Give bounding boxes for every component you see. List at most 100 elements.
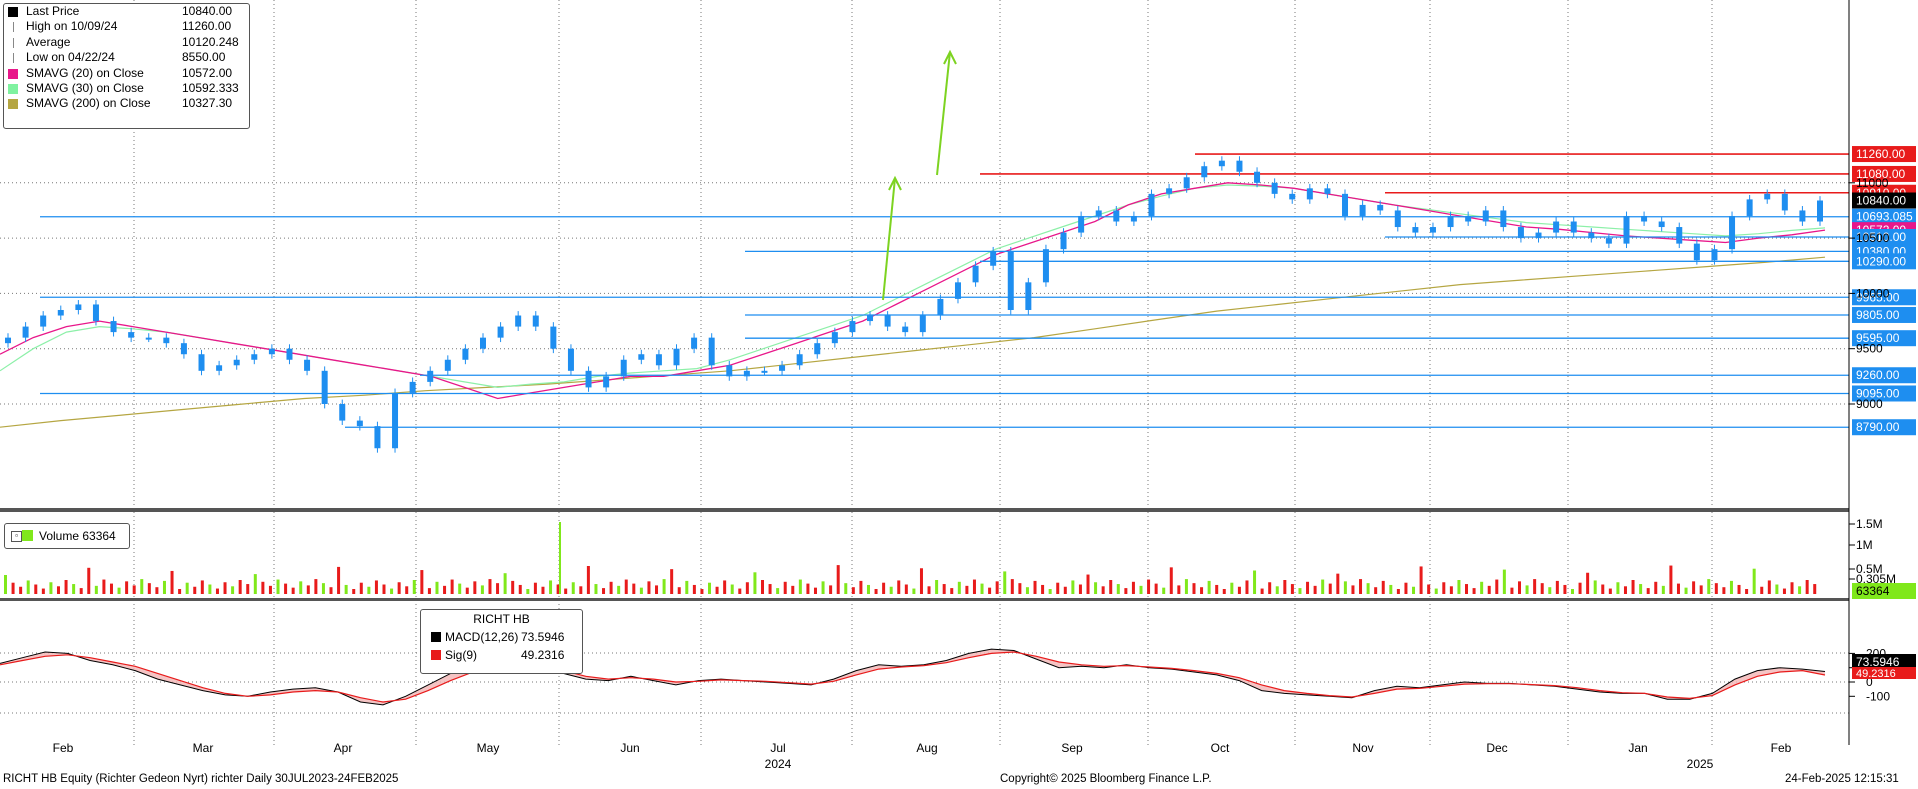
volume-bar bbox=[1291, 584, 1294, 594]
macd-tick-label: -100 bbox=[1866, 689, 1890, 703]
volume-bar bbox=[420, 570, 423, 594]
volume-bar bbox=[133, 585, 136, 594]
candle-body bbox=[1166, 188, 1172, 194]
volume-bar bbox=[224, 582, 227, 594]
volume-bar bbox=[1457, 580, 1460, 594]
volume-bar bbox=[27, 580, 30, 594]
legend-value: 10572.00 bbox=[182, 66, 232, 81]
volume-bar bbox=[700, 589, 703, 594]
volume-bar bbox=[579, 586, 582, 594]
volume-bar bbox=[1548, 587, 1551, 594]
x-month-label: Aug bbox=[916, 741, 937, 755]
candle-body bbox=[1272, 183, 1278, 194]
volume-bar bbox=[1329, 584, 1332, 594]
volume-bar bbox=[1155, 584, 1158, 594]
volume-bar bbox=[458, 584, 461, 594]
volume-panel bbox=[4, 522, 1816, 594]
volume-last-label: 63364 bbox=[1856, 584, 1890, 598]
volume-bar bbox=[587, 566, 590, 594]
volume-bar bbox=[1427, 585, 1430, 595]
volume-bar bbox=[1170, 567, 1173, 594]
volume-bar bbox=[1669, 566, 1672, 594]
volume-bar bbox=[1586, 573, 1589, 594]
candle-body bbox=[568, 349, 574, 371]
candle-body bbox=[234, 360, 240, 366]
volume-legend-toggle-icon[interactable]: ▫ bbox=[11, 531, 22, 542]
volume-bar bbox=[1261, 589, 1264, 594]
volume-bar bbox=[1465, 584, 1468, 594]
volume-bar bbox=[784, 582, 787, 594]
candle-body bbox=[586, 371, 592, 388]
candle-body bbox=[58, 310, 64, 316]
price-label: 9260.00 bbox=[1856, 368, 1900, 382]
x-month-label: Feb bbox=[1771, 741, 1792, 755]
candle-body bbox=[216, 365, 222, 371]
volume-bar bbox=[1510, 588, 1513, 594]
volume-bar bbox=[549, 580, 552, 594]
price-label: 10290.00 bbox=[1856, 254, 1906, 268]
candle-body bbox=[199, 354, 205, 371]
volume-bar bbox=[1404, 583, 1407, 594]
candle-body bbox=[498, 327, 504, 338]
volume-bar bbox=[1283, 580, 1286, 594]
volume-bar bbox=[602, 588, 605, 594]
volume-bar bbox=[34, 585, 37, 595]
volume-bar bbox=[383, 585, 386, 595]
volume-bar bbox=[859, 581, 862, 594]
candle-body bbox=[955, 282, 961, 299]
volume-bar bbox=[1208, 581, 1211, 594]
volume-bar bbox=[1200, 587, 1203, 594]
legend-label: High on 10/09/24 bbox=[26, 19, 117, 34]
candle-body bbox=[462, 349, 468, 360]
footer-copyright: Copyright© 2025 Bloomberg Finance L.P. bbox=[1000, 773, 1212, 785]
candle-body bbox=[5, 338, 11, 344]
volume-bar bbox=[1351, 585, 1354, 594]
volume-bar bbox=[1367, 583, 1370, 594]
candle-body bbox=[867, 316, 873, 322]
legend-swatch bbox=[8, 84, 18, 94]
volume-bar bbox=[1609, 589, 1612, 594]
candle-body bbox=[1553, 222, 1559, 233]
volume-bar bbox=[1647, 588, 1650, 594]
volume-bar bbox=[958, 582, 961, 594]
volume-bar bbox=[1700, 585, 1703, 594]
volume-bar bbox=[882, 583, 885, 594]
candle-body bbox=[550, 327, 556, 349]
volume-bar bbox=[912, 589, 915, 594]
volume-bar bbox=[216, 589, 219, 594]
volume-bar bbox=[95, 586, 98, 594]
price-label: 8790.00 bbox=[1856, 420, 1900, 434]
volume-bar bbox=[345, 585, 348, 594]
legend-label: SMAVG (30) on Close bbox=[26, 81, 144, 96]
candle-body bbox=[1096, 210, 1102, 216]
volume-bar bbox=[837, 565, 840, 594]
volume-bar bbox=[1791, 582, 1794, 594]
volume-bar bbox=[1238, 587, 1241, 594]
candle-body bbox=[1799, 210, 1805, 221]
macd-swatch bbox=[431, 632, 441, 642]
candle-body bbox=[374, 426, 380, 448]
candle-body bbox=[1641, 216, 1647, 222]
candle-body bbox=[1131, 216, 1137, 222]
volume-bar bbox=[1753, 569, 1756, 594]
candle-body bbox=[304, 360, 310, 371]
volume-bar bbox=[390, 589, 393, 594]
volume-bar bbox=[80, 588, 83, 594]
volume-bar bbox=[776, 588, 779, 594]
candle-body bbox=[357, 421, 363, 427]
volume-legend-swatch bbox=[22, 530, 33, 541]
candle-body bbox=[814, 343, 820, 354]
volume-bar bbox=[1707, 579, 1710, 594]
volume-bar bbox=[443, 586, 446, 594]
volume-bar bbox=[1223, 589, 1226, 594]
volume-bar bbox=[1268, 582, 1271, 594]
volume-bar bbox=[731, 585, 734, 595]
candle-body bbox=[128, 332, 134, 338]
volume-bar bbox=[1594, 580, 1597, 594]
candle-body bbox=[1324, 188, 1330, 194]
volume-bar bbox=[277, 580, 280, 594]
volume-bar bbox=[102, 580, 105, 594]
volume-bar bbox=[950, 588, 953, 594]
volume-bar bbox=[647, 581, 650, 594]
